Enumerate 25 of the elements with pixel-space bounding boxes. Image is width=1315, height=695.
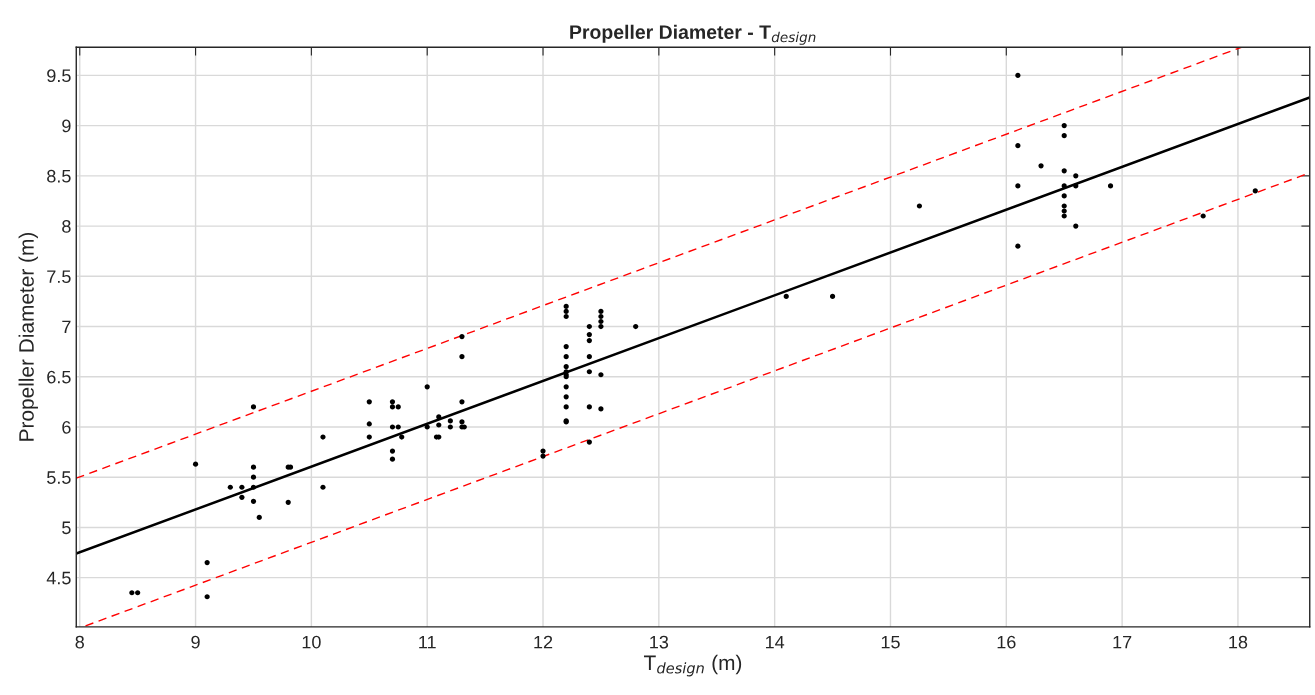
- x-tick-label: 12: [534, 635, 553, 649]
- x-tick-label: 8: [75, 635, 84, 649]
- x-tick-label: 18: [1229, 635, 1248, 649]
- y-tick-label: 8.5: [47, 169, 71, 183]
- x-tick-label: 16: [997, 635, 1016, 649]
- y-tick-label: 9: [62, 119, 71, 133]
- x-axis-title: T$_{design}$ (m): [643, 654, 742, 677]
- x-tick-label: 17: [1113, 635, 1132, 649]
- x-tick-label: 9: [191, 635, 200, 649]
- x-tick-label: 14: [765, 635, 785, 649]
- y-tick-label: 8: [62, 220, 71, 233]
- x-tick-label: 15: [881, 635, 900, 649]
- y-tick-label: 7: [62, 320, 71, 334]
- x-tick-label: 13: [650, 635, 669, 649]
- chart-title: Propeller Diameter - T$_{design}$: [570, 24, 816, 45]
- x-tick-label: 11: [419, 635, 436, 649]
- y-tick-label: 5.5: [47, 471, 71, 484]
- y-tick-label: 7.5: [47, 270, 71, 284]
- y-tick-label: 9.5: [47, 69, 71, 83]
- y-tick-label: 6.5: [47, 370, 71, 384]
- y-axis-title: Propeller Diameter (m): [18, 233, 38, 441]
- y-tick-label: 4.5: [46, 571, 71, 585]
- y-tick-label: 6: [62, 420, 71, 434]
- x-tick-label: 10: [302, 635, 321, 649]
- y-tick-label: 5: [62, 521, 71, 535]
